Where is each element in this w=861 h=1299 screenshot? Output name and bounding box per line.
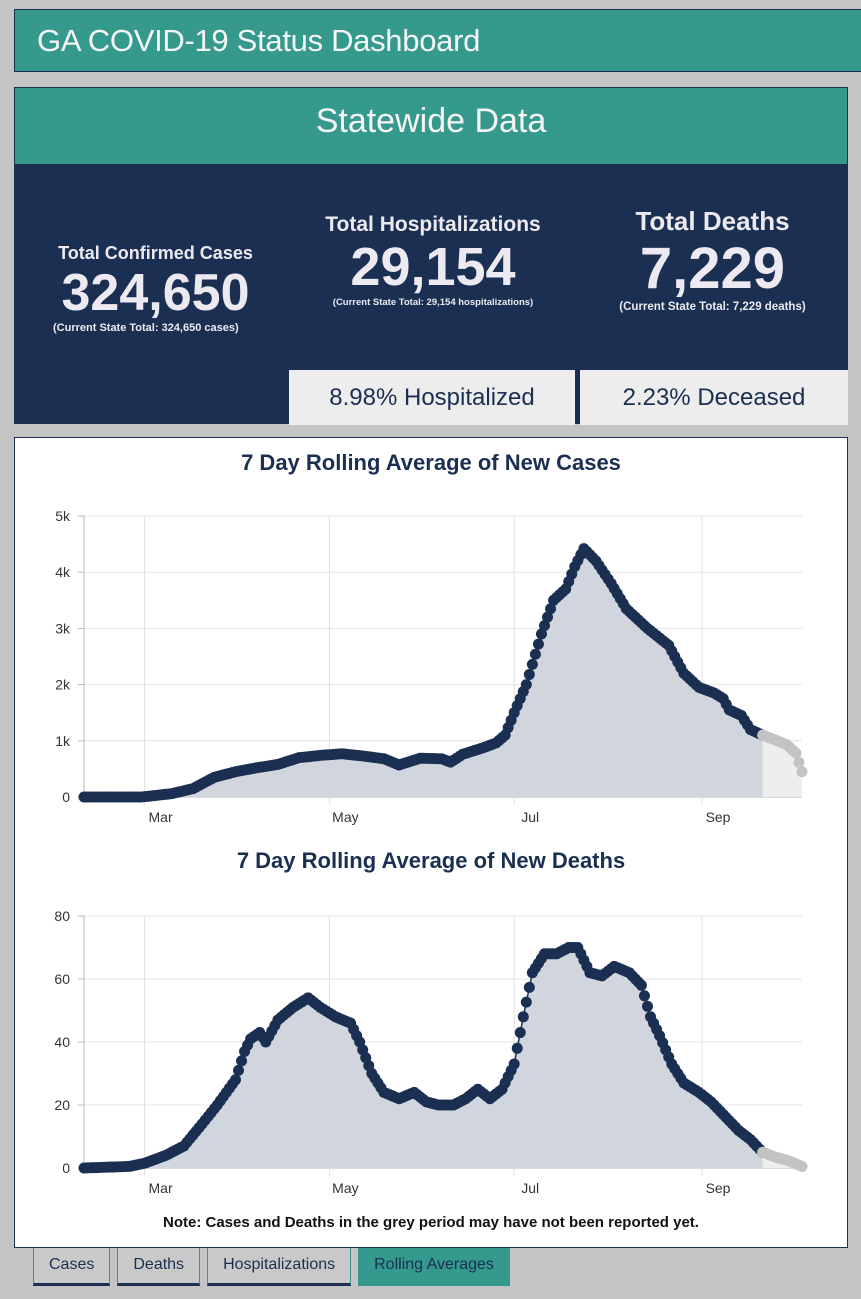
rolling-averages-panel: 7 Day Rolling Average of New Cases 0 1k 2k… [14,437,848,1248]
y-tick-label: 80 [54,908,70,924]
reported-area [84,947,763,1168]
data-point [529,648,541,660]
y-tick-label: 0 [62,1160,70,1176]
total-cases-subtext: (Current State Total: 324,650 cases) [53,322,239,334]
y-tick-label: 20 [54,1097,70,1113]
pct-deceased-box: 2.23% Deceased [580,370,848,425]
y-tick-label: 5k [55,508,71,524]
grey-data-point [796,1160,808,1172]
y-tick-label: 0 [62,789,70,805]
data-point [233,1064,245,1076]
y-tick-label: 60 [54,971,70,987]
tab-hospitalizations[interactable]: Hospitalizations [207,1248,352,1286]
data-point [542,611,554,623]
tab-cases[interactable]: Cases [33,1248,111,1286]
grey-data-point [790,747,802,759]
data-point [532,638,544,650]
x-tick-label: May [332,809,358,825]
data-point [535,628,547,640]
total-deaths-value: 7,229 [639,236,786,301]
data-point [236,1055,248,1067]
deaths-chart: 0 20 40 60 80 Mar May Jul Sep [54,908,808,1196]
total-hospitalizations-label: Total Hospitalizations [325,213,541,236]
data-point [523,668,535,680]
data-point [520,679,532,691]
grey-data-point [793,756,805,768]
tab-bar: Cases Deaths Hospitalizations Rolling Avera… [33,1248,517,1286]
total-deaths-stat: Total Deaths 7,229 (Current State Total:… [600,206,825,313]
y-tick-label: 4k [55,564,71,580]
data-point [635,979,647,991]
total-cases-stat: Total Confirmed Cases 324,650 (Current S… [53,243,258,334]
grey-period-note: Note: Cases and Deaths in the grey perio… [163,1214,699,1231]
statewide-panel: Statewide Data Total Confirmed Cases 324… [14,87,848,425]
tab-rolling-averages[interactable]: Rolling Averages [358,1248,510,1286]
data-point [545,603,557,615]
x-tick-label: Mar [149,1180,173,1196]
cases-chart: 0 1k 2k 3k 4k 5k Mar May Jul Sep [55,508,808,825]
cases-chart-title: 7 Day Rolling Average of New Cases [241,450,621,475]
y-tick-label: 40 [54,1034,70,1050]
total-hospitalizations-subtext: (Current State Total: 29,154 hospitaliza… [332,297,534,308]
y-tick-label: 2k [55,677,71,693]
x-tick-label: Sep [706,809,731,825]
reported-area [84,548,763,797]
x-tick-label: Jul [521,809,539,825]
data-point [638,990,650,1002]
data-point [229,1074,241,1086]
app-header: GA COVID-19 Status Dashboard [14,9,861,72]
x-tick-label: Sep [706,1180,731,1196]
total-deaths-subtext: (Current State Total: 7,229 deaths) [619,301,806,313]
total-cases-label: Total Confirmed Cases [58,243,253,263]
data-point [517,1011,529,1023]
pct-hospitalized-box: 8.98% Hospitalized [289,370,575,425]
grey-data-point [796,766,808,778]
data-point [511,1042,523,1054]
data-point [538,620,550,632]
y-tick-label: 1k [55,733,71,749]
total-hospitalizations-value: 29,154 [350,237,516,297]
total-deaths-label: Total Deaths [635,206,790,236]
data-point [526,658,538,670]
data-point [641,1000,653,1012]
data-point [514,1027,526,1039]
y-tick-label: 3k [55,620,71,636]
deaths-chart-title: 7 Day Rolling Average of New Deaths [236,848,626,873]
x-tick-label: Jul [521,1180,539,1196]
data-point [520,996,532,1008]
total-cases-value: 324,650 [61,264,250,322]
data-point [523,981,535,993]
statewide-title: Statewide Data [15,88,847,164]
total-hospitalizations-stat: Total Hospitalizations 29,154 (Current S… [313,213,553,308]
data-point [508,1058,520,1070]
tab-deaths[interactable]: Deaths [117,1248,201,1286]
x-tick-label: May [332,1180,358,1196]
app-title: GA COVID-19 Status Dashboard [37,23,481,58]
x-tick-label: Mar [149,809,173,825]
